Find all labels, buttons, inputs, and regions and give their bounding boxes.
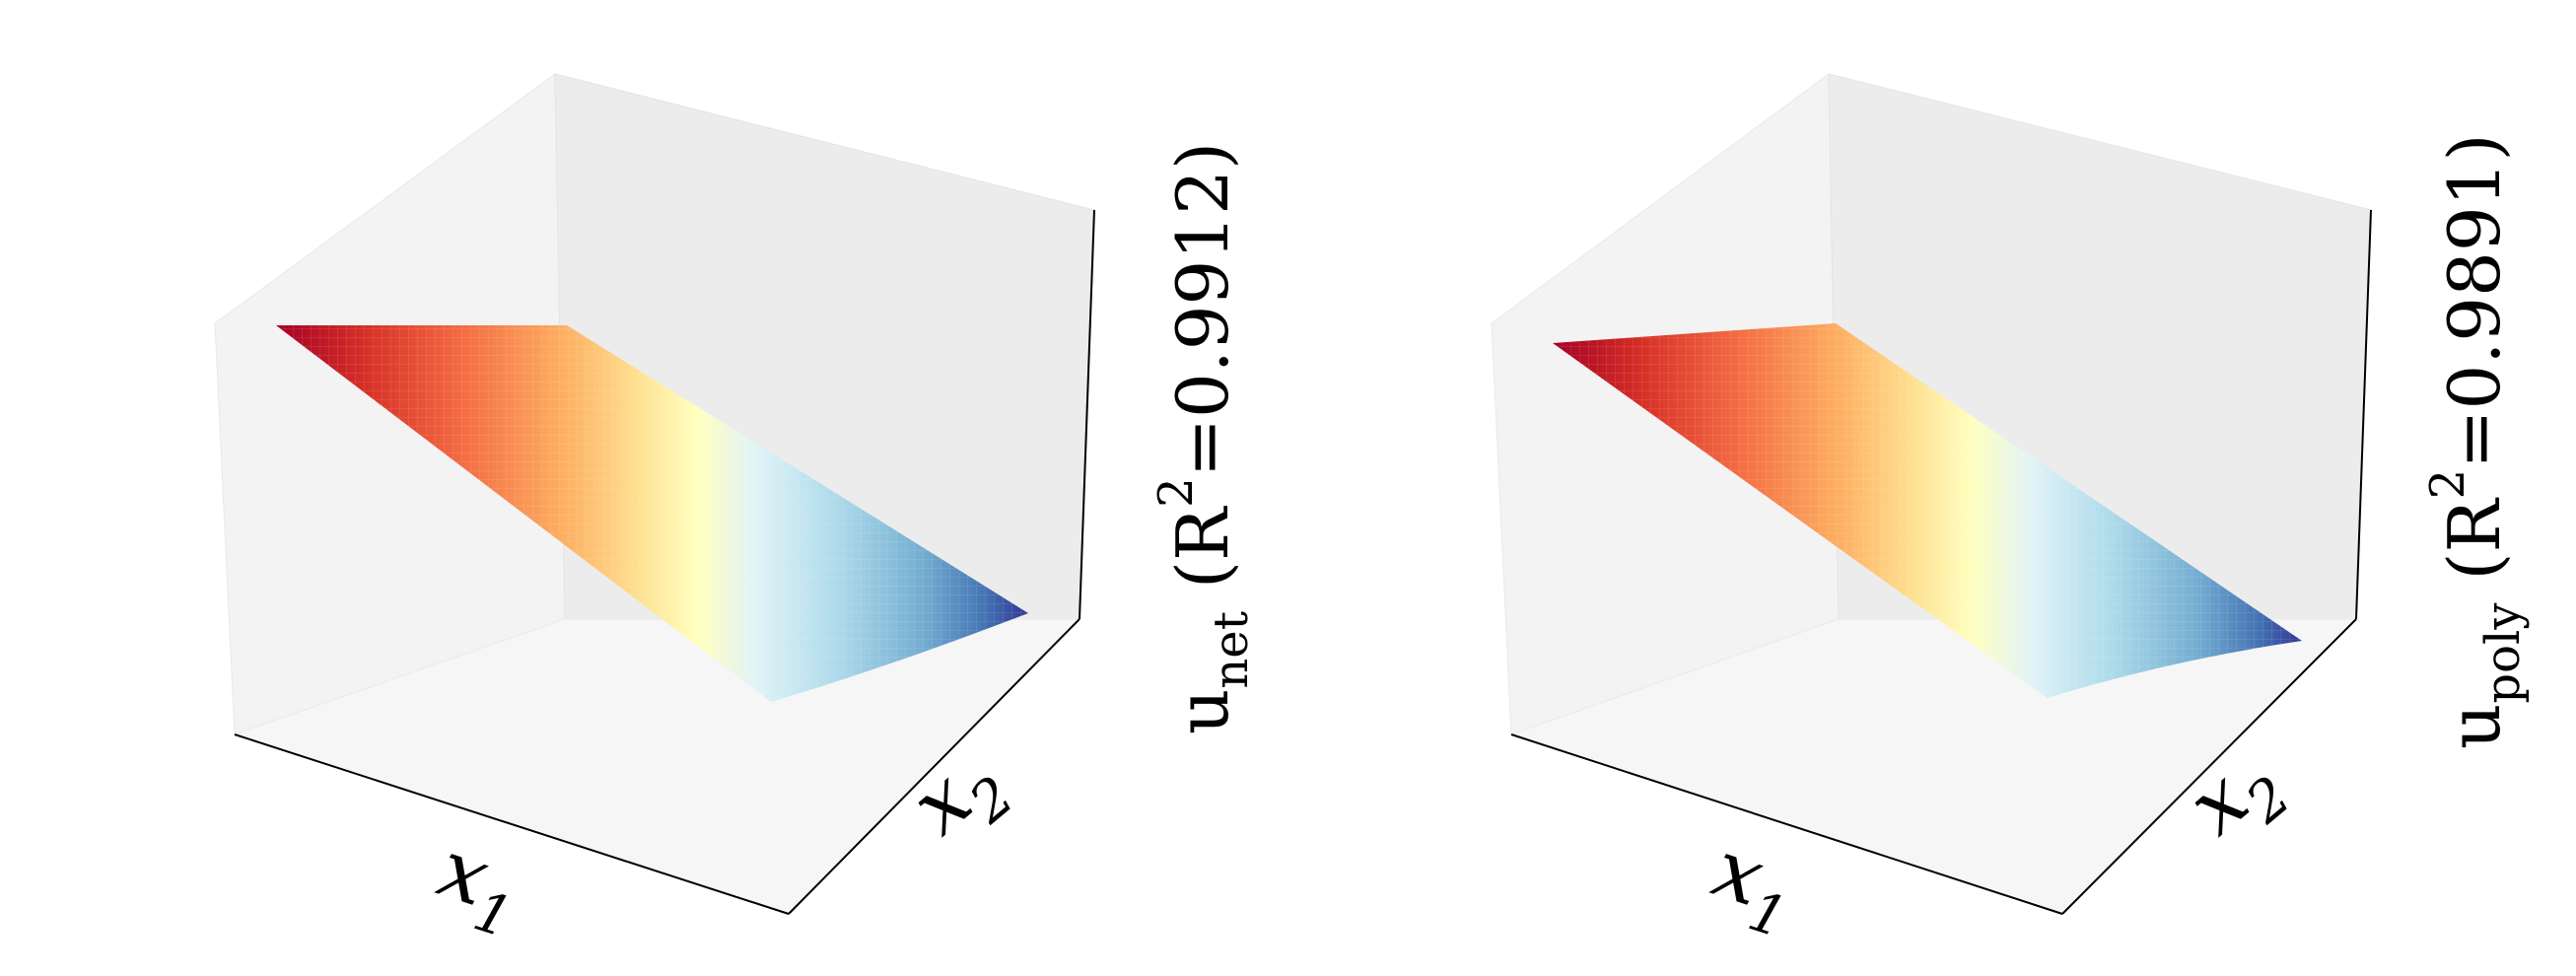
z-axis-line-2 [2355,209,2372,620]
z-label-2: upoly (R2=0.9891) [2420,133,2531,749]
subplot-2: x1 x2 upoly (R2=0.9891) [1491,73,2531,951]
x1-axis-line-1 [234,733,790,915]
x2-axis-line-2 [2061,618,2357,915]
surface-1 [276,325,1028,702]
surface-2 [1553,323,2302,698]
x1-label-2: x1 [1698,822,1808,951]
subplot-1: x1 x2 unet (R2=0.9912) [214,73,1259,951]
z-label-1: unet (R2=0.9912) [1149,142,1259,734]
x2-axis-line-1 [788,618,1080,915]
x1-axis-line-2 [1510,733,2063,915]
x1-label-1: x1 [423,822,533,951]
z-axis-line-1 [1079,209,1095,620]
